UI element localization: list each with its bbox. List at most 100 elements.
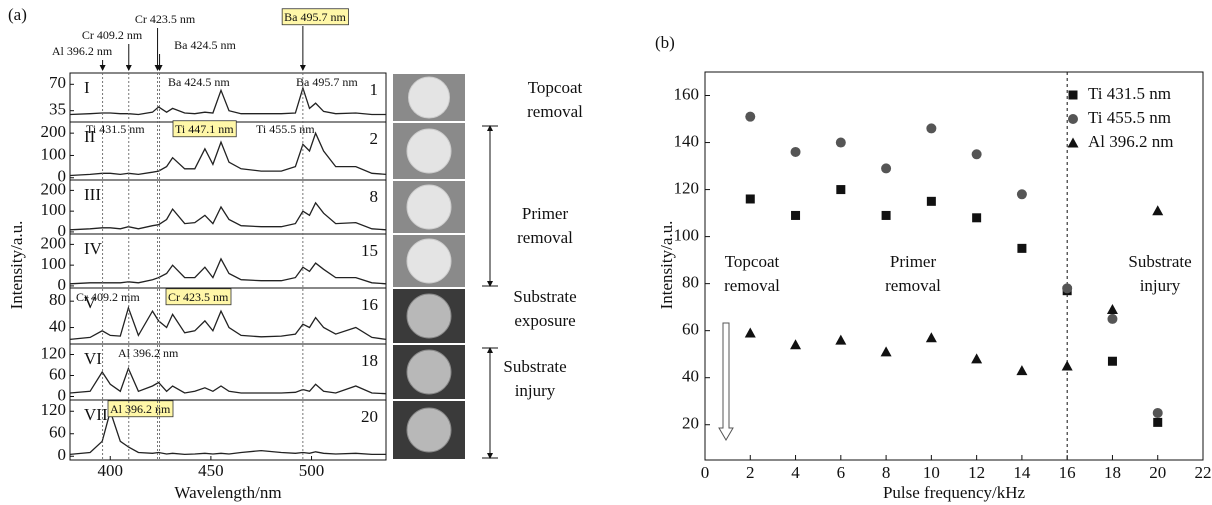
data-point <box>1153 417 1163 427</box>
row-annotation: Ba 495.7 nm <box>296 75 358 89</box>
sample-spot <box>406 407 452 453</box>
data-point <box>791 210 801 220</box>
stage-label: Topcoat <box>528 78 583 97</box>
row-numeral: I <box>84 78 90 97</box>
data-point <box>790 339 802 350</box>
y-tick-label: 40 <box>49 316 66 335</box>
y-tick-label: 60 <box>49 364 66 383</box>
legend-label: Ti 431.5 nm <box>1088 84 1171 103</box>
annotation: Topcoat <box>725 252 780 271</box>
y-tick-label: 100 <box>674 226 700 245</box>
data-point <box>880 346 892 357</box>
data-point <box>972 213 982 223</box>
row-annotation: Cr 423.5 nm <box>168 290 229 304</box>
highlight-box <box>172 120 237 138</box>
row-annotation: Cr 409.2 mm <box>76 290 140 304</box>
highlight-box <box>165 288 232 306</box>
y-tick-label: 100 <box>41 144 67 163</box>
y-tick-label: 120 <box>41 400 67 419</box>
sample-spot <box>406 128 452 174</box>
y-tick-label: 35 <box>49 100 66 119</box>
y-tick-label: 100 <box>41 200 67 219</box>
row-frame <box>69 179 387 235</box>
stage-label: removal <box>527 102 583 121</box>
row-numeral: VI <box>84 349 102 368</box>
row-shot: 16 <box>361 295 378 314</box>
data-point <box>745 111 756 122</box>
legend-label: Ti 455.5 nm <box>1088 108 1171 127</box>
x-tick-label: 500 <box>299 461 325 480</box>
data-point <box>1061 360 1073 371</box>
data-point <box>881 210 891 220</box>
spectrum-line <box>69 131 387 177</box>
spectrum-line <box>69 409 386 456</box>
annotation: Primer <box>890 252 937 271</box>
row-annotation: Ti 431.5 nm <box>86 122 145 136</box>
row-numeral: II <box>84 127 96 146</box>
data-point <box>1107 356 1117 366</box>
y-tick-label: 120 <box>41 343 67 362</box>
data-point <box>1152 407 1163 418</box>
data-point <box>926 196 936 206</box>
y-axis-label: Intensity/a.u. <box>657 221 676 310</box>
x-tick-label: 18 <box>1104 463 1121 482</box>
y-tick-label: 40 <box>682 367 699 386</box>
spectrum-line <box>69 201 387 231</box>
spectrum-line <box>69 366 387 395</box>
row-annotation: Ba 424.5 nm <box>168 75 230 89</box>
y-axis-label: Intensity/a.u. <box>7 221 26 310</box>
highlight-box <box>107 400 174 418</box>
spectrum-line <box>69 85 386 116</box>
row-frame <box>69 233 387 289</box>
stage-label: injury <box>515 381 556 400</box>
y-tick-label: 120 <box>674 178 700 197</box>
y-tick-label: 0 <box>58 385 67 404</box>
stage-label: Substrate <box>513 287 576 306</box>
row-numeral: V <box>84 293 97 312</box>
highlight-box <box>281 8 349 26</box>
marker-label: Cr 409.2 nm <box>82 28 143 42</box>
panel-label: (a) <box>8 5 27 24</box>
y-tick-label: 0 <box>58 167 67 186</box>
data-point <box>836 185 846 195</box>
y-tick-label: 200 <box>41 179 67 198</box>
spectrum-line <box>69 305 387 341</box>
y-tick-label: 70 <box>49 73 66 92</box>
row-numeral: IV <box>84 239 103 258</box>
data-point <box>1106 304 1118 315</box>
x-tick-label: 400 <box>98 461 124 480</box>
x-tick-label: 10 <box>923 463 940 482</box>
data-point <box>971 353 983 364</box>
data-point <box>1017 243 1027 253</box>
x-tick-label: 22 <box>1195 463 1212 482</box>
plot-frame <box>704 71 1204 461</box>
y-tick-label: 80 <box>682 273 699 292</box>
sample-spot <box>406 349 452 395</box>
y-tick-label: 0 <box>58 445 67 464</box>
y-tick-label: 160 <box>674 84 700 103</box>
data-point <box>1107 313 1118 324</box>
sample-spot <box>406 184 452 230</box>
y-tick-label: 200 <box>41 122 67 141</box>
row-annotation: Al 396.2 nm <box>110 402 171 416</box>
data-point <box>745 194 755 204</box>
data-point <box>971 149 982 160</box>
data-point <box>1016 189 1027 200</box>
annotation-arrow <box>718 322 734 441</box>
x-axis-label: Wavelength/nm <box>174 483 281 502</box>
y-tick-label: 80 <box>49 290 66 309</box>
sample-spot <box>408 76 450 119</box>
data-point <box>744 327 756 338</box>
row-annotation: Ti 447.1 nm <box>175 122 234 136</box>
x-tick-label: 450 <box>198 461 224 480</box>
stage-label: Primer <box>522 204 569 223</box>
data-point <box>1152 205 1164 216</box>
row-shot: 20 <box>361 407 378 426</box>
legend-symbol <box>1068 90 1078 100</box>
marker-label: Ba 495.7 nm <box>284 10 346 24</box>
data-point <box>835 334 847 345</box>
y-tick-label: 0 <box>58 275 67 294</box>
legend-symbol <box>1068 114 1078 124</box>
